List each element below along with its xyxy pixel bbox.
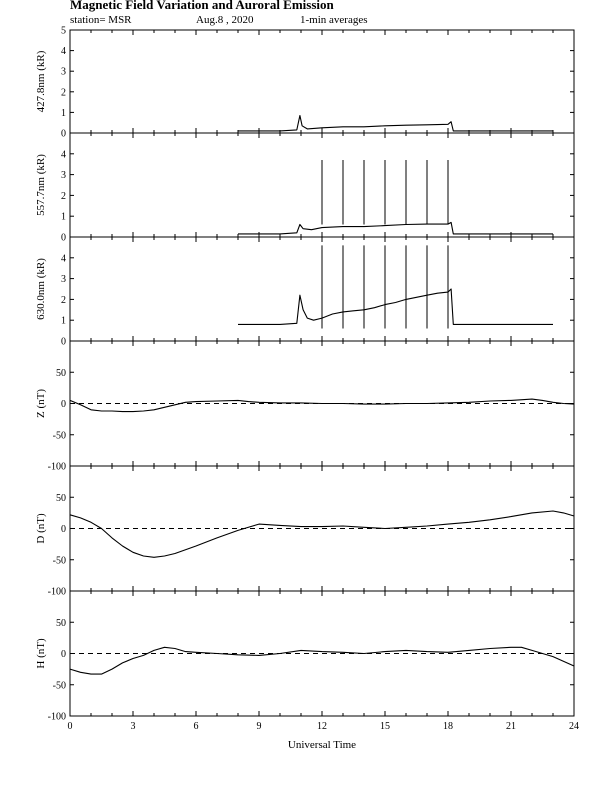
pH-xtick-label: 12 bbox=[317, 721, 327, 732]
p4278-ytick-label: 1 bbox=[61, 108, 66, 119]
p5577-ytick-label: 0 bbox=[61, 233, 66, 244]
averaging-label: 1-min averages bbox=[300, 14, 368, 26]
pH-xtick-label: 15 bbox=[380, 721, 390, 732]
p4278-ytick-label: 3 bbox=[61, 67, 66, 78]
p6300-ylabel: 630.0nm (kR) bbox=[35, 258, 47, 320]
panel-p6300: 0 1 2 3 4 630.0nm (kR) bbox=[35, 236, 575, 348]
pZ-series-line bbox=[69, 398, 575, 413]
pH-ytick-label: -50 bbox=[53, 680, 66, 691]
pD-ytick-label: 0 bbox=[61, 524, 66, 535]
pH-xtick-label: 21 bbox=[506, 721, 516, 732]
p5577-ytick-label: 4 bbox=[61, 149, 66, 160]
pZ-ylabel: Z (nT) bbox=[35, 389, 47, 418]
p4278-ytick-label: 0 bbox=[61, 129, 66, 140]
p5577-ytick-label: 1 bbox=[61, 212, 66, 223]
panel-pD: -100 -50 0 50 D (nT) bbox=[35, 465, 575, 598]
pD-ytick-label: -100 bbox=[48, 587, 66, 598]
pH-ytick-label: -100 bbox=[48, 712, 66, 723]
p4278-ytick-label: 5 bbox=[61, 26, 66, 37]
pH-xtick-label: 9 bbox=[257, 721, 262, 732]
pH-xtick-label: 3 bbox=[131, 721, 136, 732]
pH-xtick-label: 24 bbox=[569, 721, 579, 732]
pD-ylabel: D (nT) bbox=[35, 513, 47, 544]
pZ-ytick-label: 0 bbox=[61, 399, 66, 410]
p5577-ylabel: 557.7nm (kR) bbox=[35, 154, 47, 216]
p6300-series-line bbox=[238, 288, 553, 325]
p6300-ytick-label: 1 bbox=[61, 316, 66, 327]
station-label: station= MSR bbox=[70, 14, 132, 26]
p6300-ytick-label: 2 bbox=[61, 295, 66, 306]
pH-xlabel: Universal Time bbox=[288, 739, 356, 751]
p6300-ytick-label: 0 bbox=[61, 337, 66, 348]
pH-xtick-label: 6 bbox=[194, 721, 199, 732]
p5577-ytick-label: 2 bbox=[61, 191, 66, 202]
chart-title: Magnetic Field Variation and Auroral Emi… bbox=[70, 0, 335, 12]
p4278-frame bbox=[69, 29, 575, 134]
pD-series-line bbox=[69, 510, 575, 558]
p5577-series-line bbox=[238, 221, 553, 235]
pH-xtick-label: 0 bbox=[68, 721, 73, 732]
p4278-ytick-label: 4 bbox=[61, 46, 66, 57]
pH-ytick-label: 50 bbox=[56, 618, 66, 629]
panel-p4278: 0 1 2 3 4 5 427.8nm (kR) bbox=[35, 26, 575, 140]
p6300-ytick-label: 3 bbox=[61, 274, 66, 285]
p4278-series-line bbox=[238, 114, 553, 132]
pH-xtick-label: 18 bbox=[443, 721, 453, 732]
pH-ytick-label: 0 bbox=[61, 649, 66, 660]
p5577-ytick-label: 3 bbox=[61, 170, 66, 181]
pH-ylabel: H (nT) bbox=[35, 638, 47, 669]
p4278-ytick-label: 2 bbox=[61, 87, 66, 98]
panel-pZ: -100 -50 0 50 Z (nT) bbox=[35, 340, 575, 473]
pZ-ytick-label: -50 bbox=[53, 430, 66, 441]
pH-series-line bbox=[69, 646, 575, 675]
pD-ytick-label: -50 bbox=[53, 555, 66, 566]
pD-ytick-label: 50 bbox=[56, 493, 66, 504]
panel-p5577: 0 1 2 3 4 557.7nm (kR) bbox=[35, 132, 575, 244]
panel-pH: -100 -50 0 50 H (nT) 0 3 6 9 12 15 18 21 24 Universal … bbox=[35, 590, 579, 751]
pZ-ytick-label: -100 bbox=[48, 462, 66, 473]
pZ-ytick-label: 50 bbox=[56, 368, 66, 379]
p4278-ylabel: 427.8nm (kR) bbox=[35, 50, 47, 112]
p6300-ytick-label: 4 bbox=[61, 253, 66, 264]
date-label: Aug.8 , 2020 bbox=[196, 14, 254, 26]
